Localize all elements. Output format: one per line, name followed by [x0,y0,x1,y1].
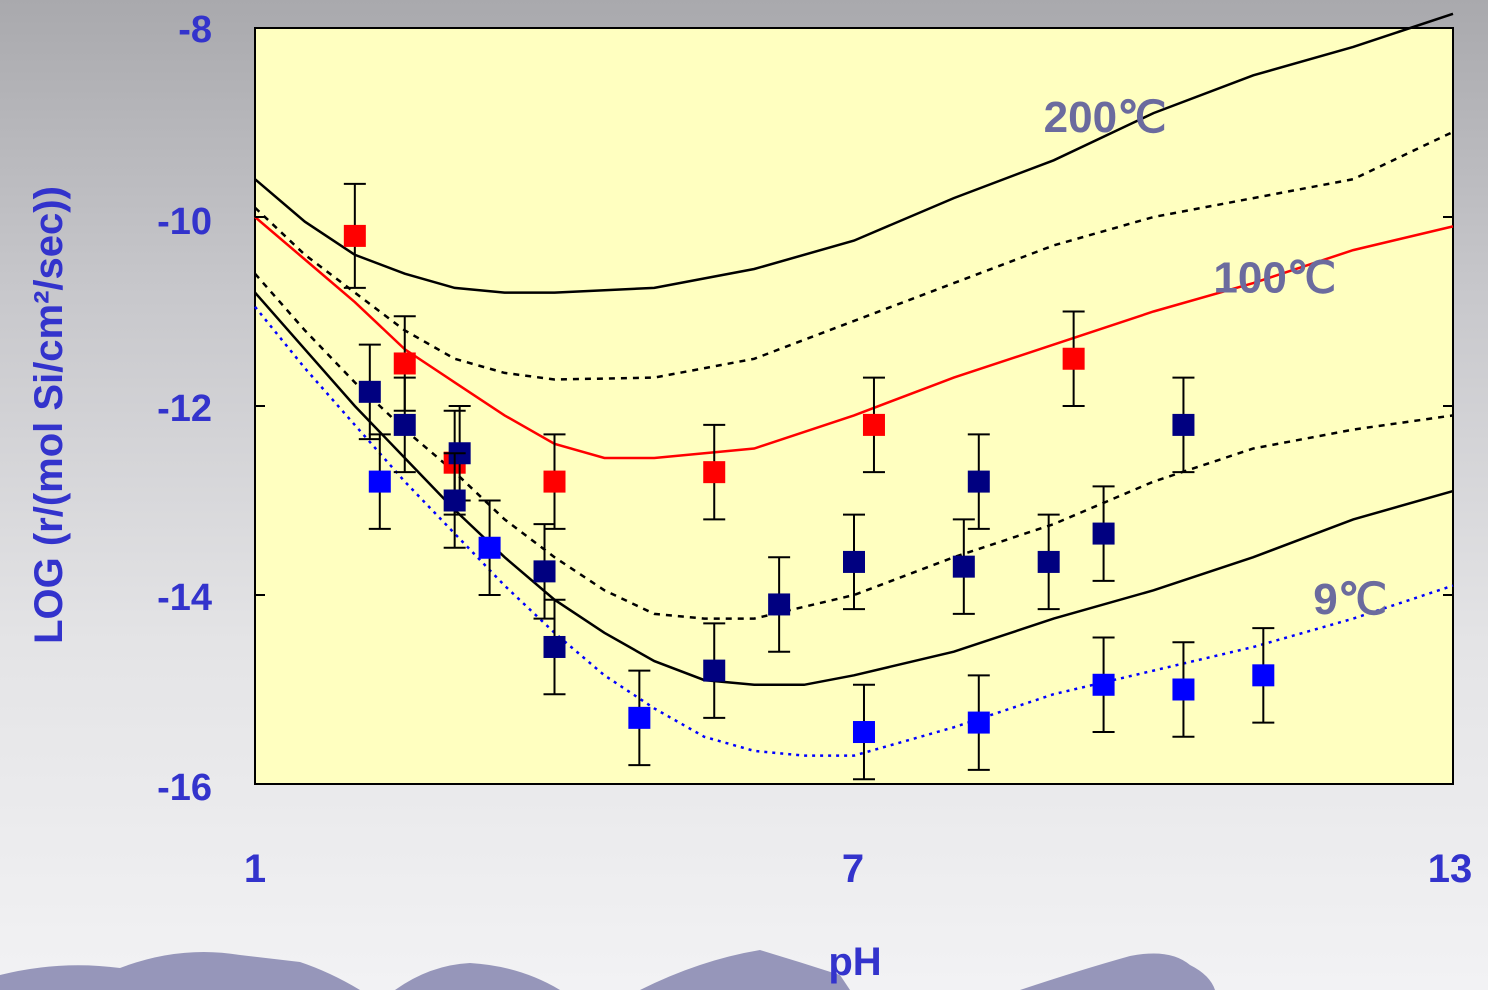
curve-label-100c: 100℃ [1213,254,1336,303]
data-point-square [1062,347,1085,370]
data-point-square [368,470,391,493]
y-tick-label: -14 [157,577,212,619]
data-point-square [1092,522,1115,545]
data-point-square [628,706,651,729]
model-curve-1 [254,12,1454,294]
x-tick-labels: 1 7 13 [244,847,1472,891]
data-points [343,182,1275,781]
data-point-square [1252,664,1275,687]
y-tick-label: -16 [157,767,212,809]
y-tick-labels: -8 -10 -12 -14 -16 [157,9,212,809]
data-point-square [533,560,556,583]
x-tick-label: 13 [1428,847,1473,891]
data-point-square [358,380,381,403]
temperature-labels: 200℃ 100℃ 9℃ [1044,93,1387,624]
data-point-square [393,352,416,375]
data-point-square [443,489,466,512]
model-curve-3 [254,216,1454,460]
x-axis-label: pH [828,940,881,984]
data-point-square [703,659,726,682]
data-point-square [1172,678,1195,701]
y-tick-label: -12 [157,388,212,430]
mountain-decoration [0,950,1215,990]
data-point-square [343,224,366,247]
data-point-square [1172,413,1195,436]
curve-label-200c: 200℃ [1044,93,1167,142]
curve-label-9c: 9℃ [1313,575,1387,624]
x-tick-label: 1 [244,847,266,891]
data-point-square [862,413,885,436]
y-tick-label: -10 [157,201,212,243]
data-point-square [703,461,726,484]
x-tick-label: 7 [842,847,864,891]
data-point-square [843,550,865,573]
model-curve-2 [254,130,1454,381]
data-point-square [478,536,501,559]
data-point-square [1092,673,1115,696]
data-point-square [543,635,566,658]
data-point-square [967,711,990,734]
data-point-square [768,593,791,616]
y-axis-label: LOG (r/(mol Si/cm²/sec)) [27,186,71,644]
data-point-square [852,721,875,744]
data-point-square [1037,550,1060,573]
model-curve-6 [254,306,1454,757]
data-point-square [393,413,416,436]
axis-ticks [255,27,1453,785]
data-point-square [543,470,566,493]
y-tick-label: -8 [178,9,212,51]
data-point-square [952,555,975,578]
data-point-square [967,470,990,493]
